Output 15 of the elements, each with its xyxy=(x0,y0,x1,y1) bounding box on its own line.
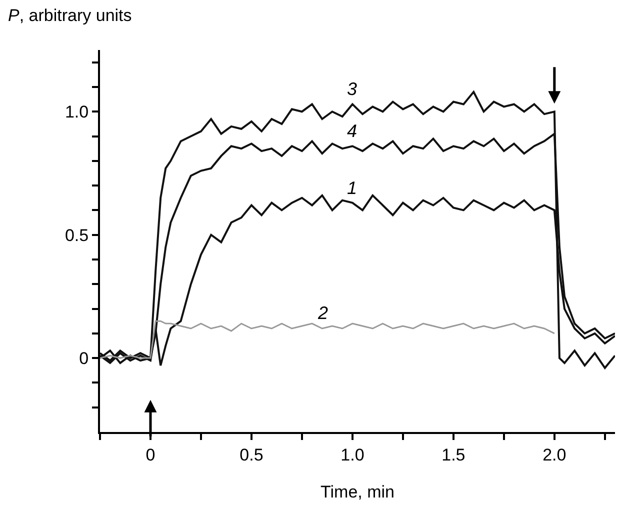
y-axis-title: P, arbitrary units xyxy=(8,6,132,25)
series-label: 2 xyxy=(317,303,328,323)
series-label: 1 xyxy=(347,178,358,198)
y-tick-label: 0 xyxy=(79,349,89,368)
x-tick-label: 2.0 xyxy=(542,445,566,464)
series-label: 3 xyxy=(347,79,358,99)
y-tick-label: 0.5 xyxy=(64,226,89,245)
x-tick-label: 1.5 xyxy=(442,445,466,464)
x-axis-title: Time, min xyxy=(320,482,394,502)
x-tick-label: 1.0 xyxy=(340,445,364,464)
x-tick-label: 0.5 xyxy=(240,445,264,464)
line-series xyxy=(100,320,556,359)
x-tick-label: 0 xyxy=(146,445,156,464)
y-tick-label: 1.0 xyxy=(64,102,89,122)
series-label: 4 xyxy=(347,121,358,141)
